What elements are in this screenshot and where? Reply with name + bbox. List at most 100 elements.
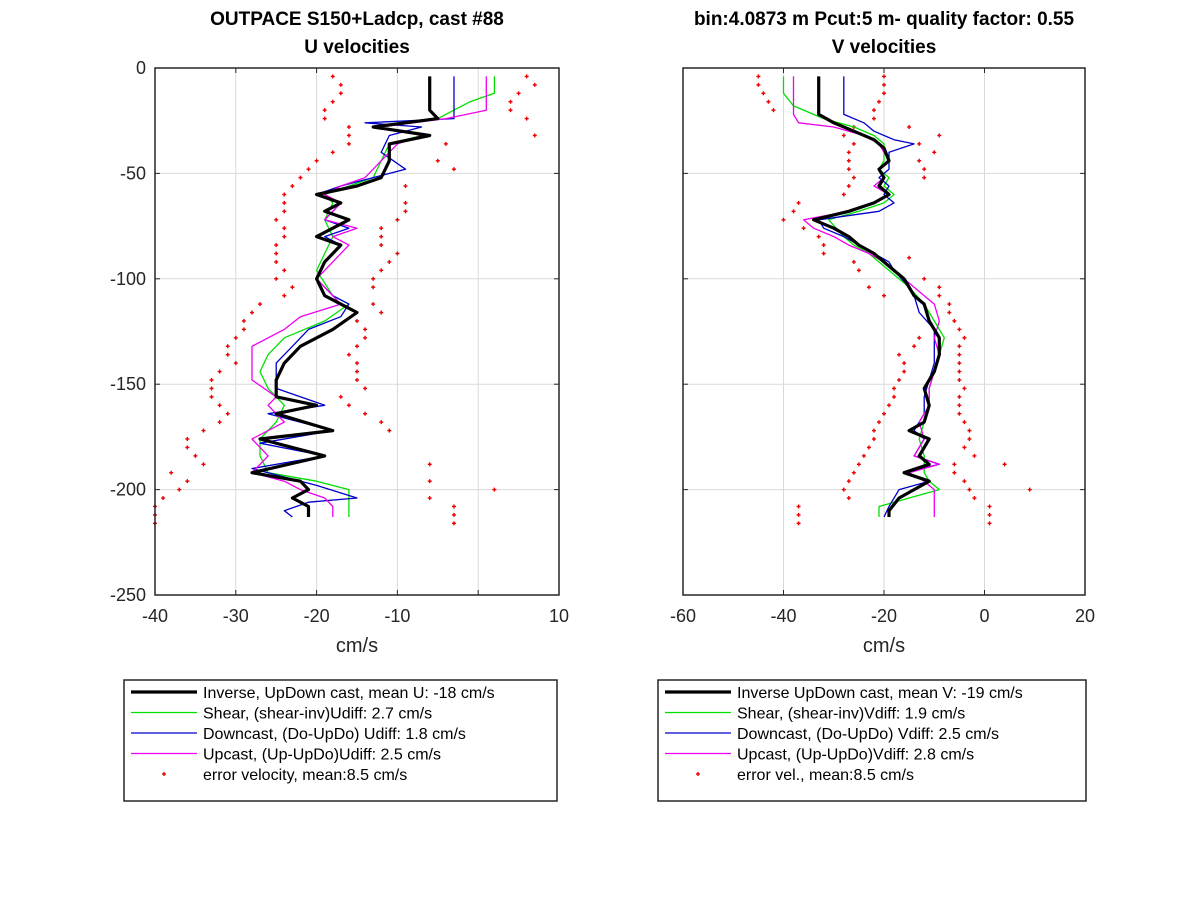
v-error-point (902, 369, 907, 374)
u-error-point (185, 437, 190, 442)
u-error-point (403, 209, 408, 214)
u-error-point (516, 91, 521, 96)
v-error-point (962, 445, 967, 450)
u-x-tick-label: 10 (549, 606, 569, 626)
v-error-point (1002, 462, 1007, 467)
u-legend-item-upcast: Upcast, (Up-UpDo)Udiff: 2.5 cm/s (131, 747, 441, 764)
u-error-point (322, 108, 327, 113)
u-error-point (395, 217, 400, 222)
u-error-point (201, 462, 206, 467)
u-error-point (225, 344, 230, 349)
v-legend-box (657, 679, 1087, 802)
u-series-upcast-line (251, 76, 487, 517)
u-x-tick-label: -30 (223, 606, 249, 626)
u-legend-box (123, 679, 558, 802)
v-error-point (957, 403, 962, 408)
v-error-point (796, 504, 801, 509)
v-error-point (851, 141, 856, 146)
v-error-point (882, 91, 886, 96)
v-error-point (851, 175, 856, 180)
u-error-point (346, 141, 351, 146)
u-error-point (427, 479, 432, 484)
v-error-point (861, 453, 866, 458)
u-y-tick-label: -100 (110, 269, 146, 289)
v-error-point (962, 386, 967, 391)
v-error-point (756, 82, 761, 87)
u-error-point (217, 420, 222, 425)
v-error-point (756, 74, 761, 79)
u-error-point (282, 192, 287, 197)
u-error-point (282, 293, 287, 298)
u-legend-label: error velocity, mean:8.5 cm/s (203, 767, 407, 784)
v-error-point (846, 496, 851, 501)
u-error-point (524, 74, 529, 79)
v-error-point (897, 352, 902, 357)
v-legend-label: error vel., mean:8.5 cm/s (737, 767, 914, 784)
v-plot-area (756, 74, 1032, 526)
v-y-ticks (683, 67, 1085, 596)
u-error-point (298, 175, 303, 180)
v-error-point (892, 386, 897, 391)
u-error-point (217, 403, 222, 408)
u-error-point (330, 99, 335, 104)
v-error-point (882, 411, 886, 416)
v-panel-subtitle: V velocities (832, 37, 937, 58)
u-plot-area (153, 74, 537, 526)
v-error-point (912, 344, 917, 349)
v-error-point (791, 209, 796, 214)
u-error-point (241, 327, 246, 332)
u-legend-label: Upcast, (Up-UpDo)Udiff: 2.5 cm/s (203, 747, 441, 764)
u-error-point (233, 335, 238, 340)
u-error-point (379, 243, 384, 248)
u-error-point (451, 521, 456, 526)
u-legend-item-shear: Shear, (shear-inv)Udiff: 2.7 cm/s (131, 706, 432, 723)
v-error-point (967, 437, 972, 442)
u-error-point (330, 150, 335, 155)
u-error-point (185, 479, 190, 484)
u-error-point (346, 125, 351, 130)
v-error-point (972, 496, 977, 501)
u-legend: Inverse, UpDown cast, mean U: -18 cm/s Sh… (123, 679, 558, 802)
u-error-point (355, 369, 359, 374)
u-error-point (225, 352, 230, 357)
u-error-point (403, 184, 408, 189)
v-error-point (987, 521, 992, 526)
u-error-point (209, 386, 214, 391)
u-error-point (379, 420, 384, 425)
v-error-point (917, 158, 922, 163)
u-error-point (387, 259, 392, 264)
v-error-point (957, 344, 962, 349)
v-series-inverse-line (811, 76, 941, 517)
u-error-point (225, 411, 230, 416)
u-error-point (379, 226, 384, 231)
u-axes-box (154, 67, 560, 596)
u-error-point (355, 344, 359, 349)
v-error-point (922, 276, 927, 281)
u-error-point (185, 445, 190, 450)
v-error-point (952, 462, 957, 467)
v-error-point (851, 259, 856, 264)
u-x-tick-label: -40 (142, 606, 168, 626)
v-error-point (962, 479, 967, 484)
u-error-point (355, 318, 359, 323)
v-error-point (846, 150, 851, 155)
u-error-point (363, 411, 368, 416)
u-error-point (451, 504, 456, 509)
v-legend-item-error: error vel., mean:8.5 cm/s (696, 767, 914, 784)
v-error-point (871, 116, 876, 121)
u-error-point (427, 496, 432, 501)
u-legend-item-error: error velocity, mean:8.5 cm/s (162, 767, 407, 784)
u-error-point (371, 276, 376, 281)
v-error-point (917, 141, 922, 146)
v-x-tick-label: -60 (670, 606, 696, 626)
v-error-point (957, 394, 962, 399)
u-error-point (492, 487, 497, 492)
u-error-point (290, 285, 295, 290)
v-error-point (962, 335, 967, 340)
u-error-point (274, 243, 279, 248)
v-error-point (816, 234, 821, 239)
v-legend-label: Inverse UpDown cast, mean V: -19 cm/s (737, 685, 1023, 702)
v-error-point (937, 293, 942, 298)
u-error-point (355, 377, 359, 382)
u-error-point (532, 82, 537, 87)
